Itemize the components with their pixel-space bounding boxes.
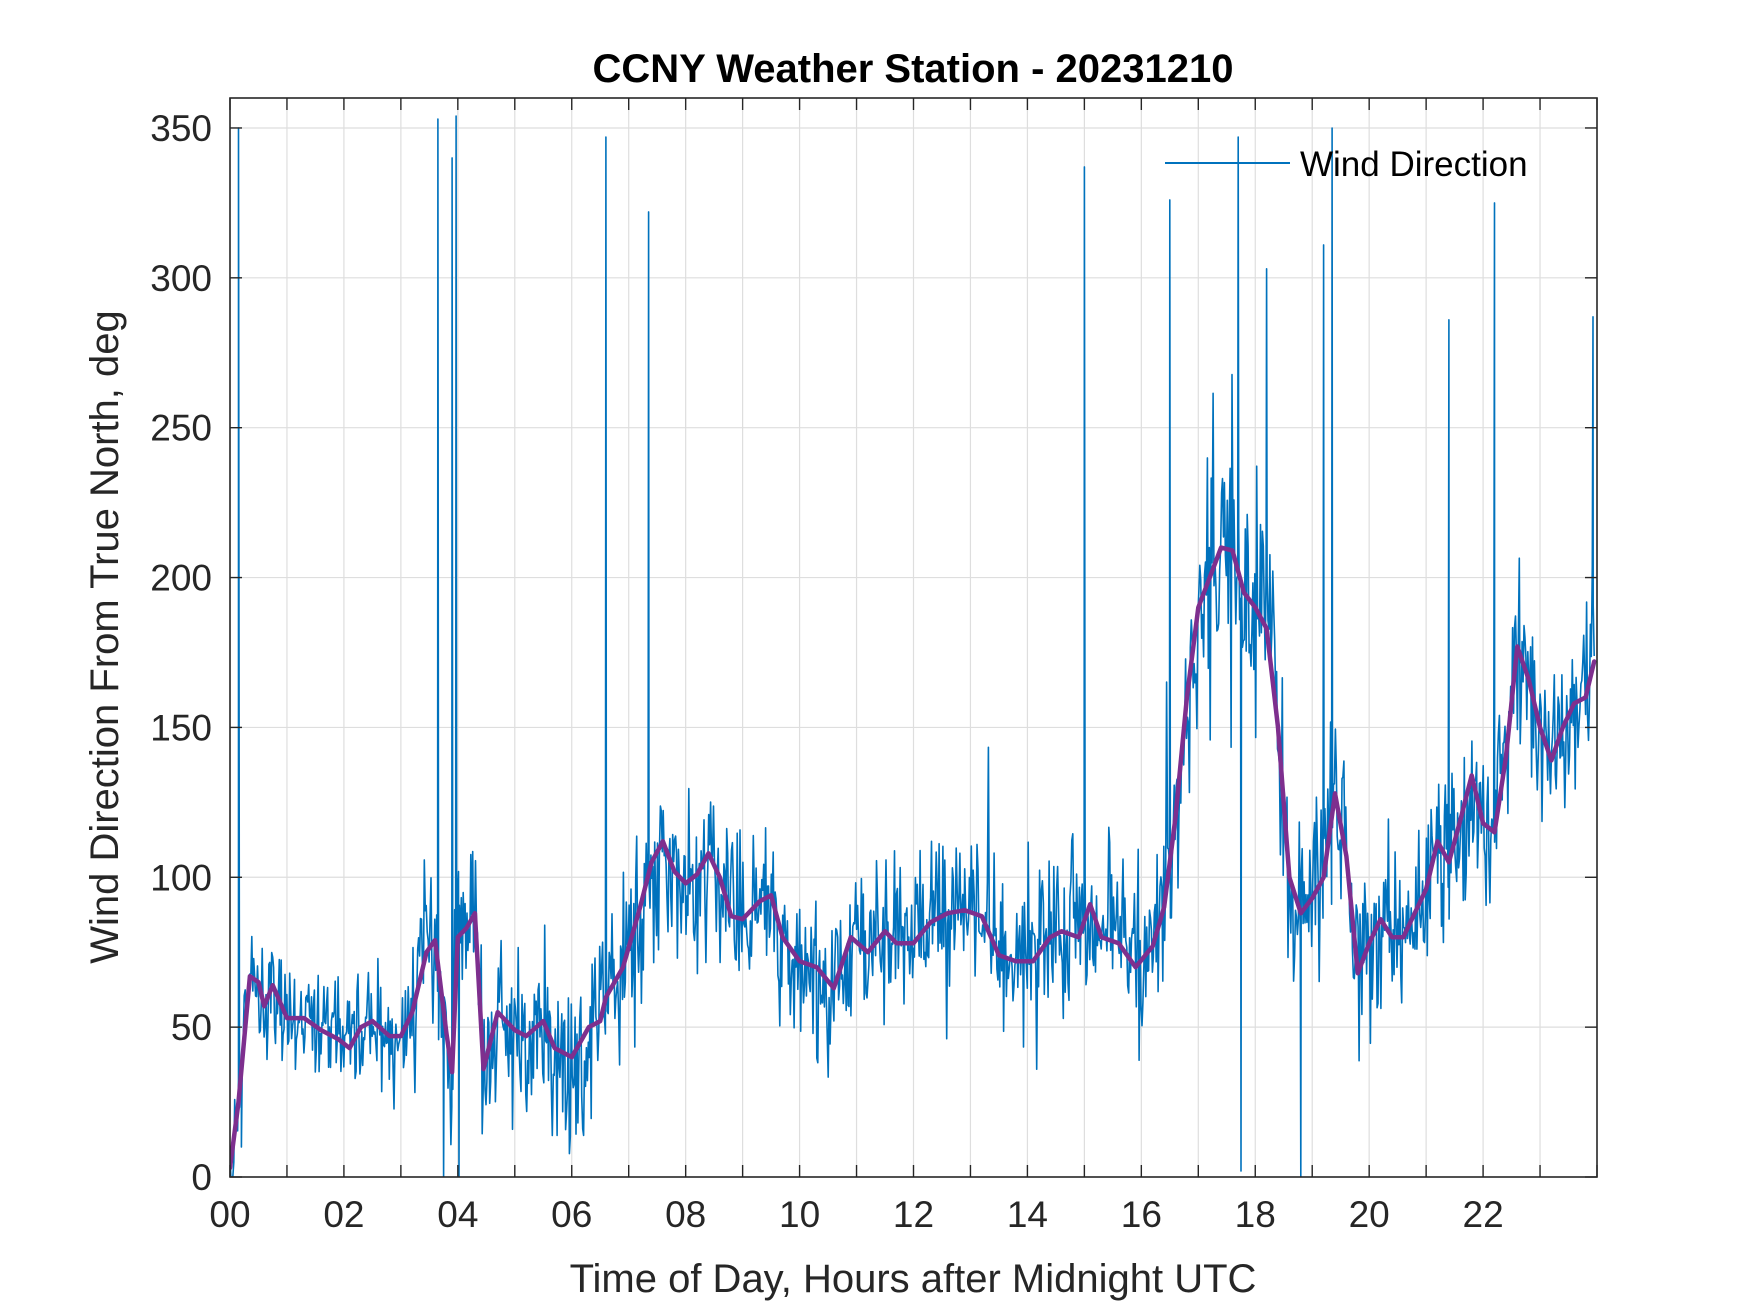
x-tick-label: 10 bbox=[779, 1194, 820, 1235]
x-tick-label: 00 bbox=[209, 1194, 250, 1235]
x-tick-label: 04 bbox=[437, 1194, 478, 1235]
x-tick-label: 14 bbox=[1007, 1194, 1048, 1235]
y-tick-label: 100 bbox=[150, 857, 212, 898]
y-tick-labels: 0 50 100 150 200 250 300 350 bbox=[150, 108, 212, 1198]
x-tick-label: 06 bbox=[551, 1194, 592, 1235]
y-tick-label: 250 bbox=[150, 408, 212, 449]
chart-title: CCNY Weather Station - 20231210 bbox=[593, 47, 1234, 91]
series-layer bbox=[230, 115, 1597, 1177]
y-tick-label: 150 bbox=[150, 707, 212, 748]
x-tick-label: 20 bbox=[1349, 1194, 1390, 1235]
y-tick-label: 350 bbox=[150, 108, 212, 149]
x-tick-label: 08 bbox=[665, 1194, 706, 1235]
x-tick-label: 02 bbox=[323, 1194, 364, 1235]
legend: Wind Direction bbox=[1165, 145, 1528, 184]
x-axis-label: Time of Day, Hours after Midnight UTC bbox=[570, 1257, 1257, 1301]
x-tick-label: 12 bbox=[893, 1194, 934, 1235]
y-axis-label: Wind Direction From True North, deg bbox=[83, 310, 127, 964]
series-wind-direction-line bbox=[230, 115, 1595, 1177]
x-tick-labels: 00 02 04 06 08 10 12 14 16 18 20 22 bbox=[209, 1194, 1503, 1235]
y-tick-label: 0 bbox=[191, 1157, 212, 1198]
y-tick-label: 50 bbox=[171, 1007, 212, 1048]
y-tick-label: 200 bbox=[150, 558, 212, 599]
y-tick-label: 300 bbox=[150, 258, 212, 299]
grid-lines bbox=[230, 98, 1597, 1177]
legend-label-wind-direction: Wind Direction bbox=[1300, 145, 1528, 184]
x-tick-label: 22 bbox=[1463, 1194, 1504, 1235]
axis-ticks bbox=[229, 98, 1598, 1178]
x-tick-label: 18 bbox=[1235, 1194, 1276, 1235]
series-smoothed-line bbox=[230, 545, 1597, 1171]
x-tick-label: 16 bbox=[1121, 1194, 1162, 1235]
